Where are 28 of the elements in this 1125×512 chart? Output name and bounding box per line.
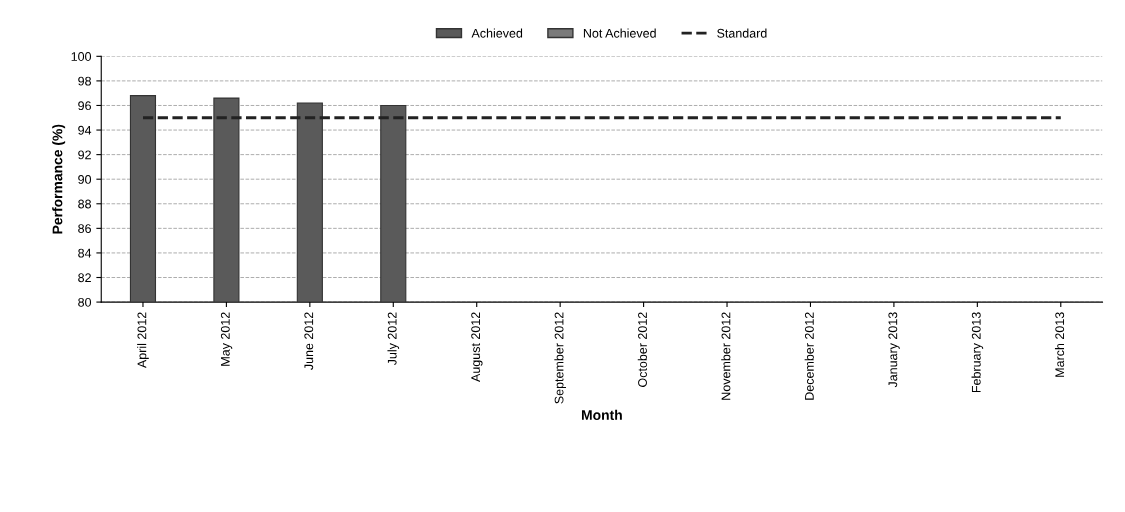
- x-tick-label: January 2013: [888, 312, 900, 388]
- x-tick-label: October 2012: [637, 312, 647, 387]
- x-tick-label: November 2012: [721, 312, 731, 400]
- x-tick-label: December 2012: [804, 312, 814, 400]
- x-tick-label: September 2012: [554, 312, 566, 404]
- x-tick-label: May 2012: [220, 312, 233, 366]
- y-tick-label: 92: [78, 150, 91, 160]
- legend-label: Achieved: [471, 28, 523, 38]
- x-axis-title: Month: [581, 409, 622, 420]
- x-tick-label: March 2013: [1054, 312, 1065, 377]
- x-tick-label: April 2012: [137, 312, 149, 369]
- y-tick-label: 94: [78, 125, 92, 135]
- y-tick-label: 82: [78, 273, 91, 283]
- y-tick-label: 98: [78, 76, 91, 86]
- y-tick-label: 88: [78, 199, 91, 209]
- y-tick-label: 80: [78, 297, 92, 307]
- x-tick-label: July 2012: [387, 312, 400, 366]
- x-tick-label: June 2012: [304, 312, 314, 370]
- y-tick-label: 100: [71, 52, 92, 61]
- legend-label: Standard: [717, 28, 767, 38]
- y-tick-label: 90: [78, 175, 92, 184]
- x-tick-label: August 2012: [471, 312, 483, 382]
- y-tick-label: 86: [78, 224, 91, 233]
- legend-label: Not Achieved: [583, 28, 656, 38]
- y-tick-label: 84: [78, 248, 92, 258]
- x-tick-label: February 2013: [971, 312, 984, 393]
- y-tick-label: 96: [78, 101, 91, 111]
- y-axis-title: Performance (%): [52, 124, 66, 234]
